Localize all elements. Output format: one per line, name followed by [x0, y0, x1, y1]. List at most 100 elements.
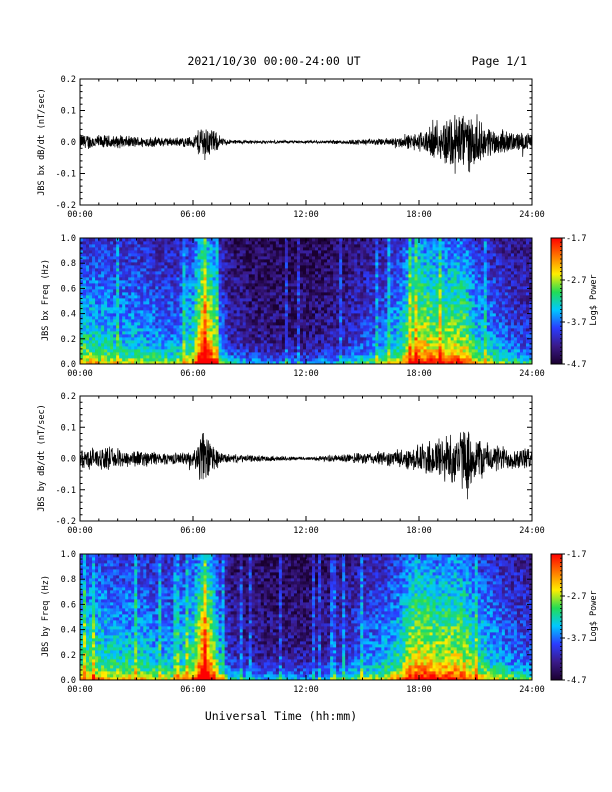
spectrogram-cell: [272, 361, 277, 365]
spectrogram-cell: [426, 349, 430, 353]
spectrogram-cell: [143, 346, 147, 350]
spectrogram-cell: [381, 253, 385, 257]
spectrogram-cell: [318, 325, 322, 329]
spectrogram-cell: [98, 283, 102, 287]
spectrogram-cell: [224, 349, 229, 353]
spectrogram-cell: [95, 280, 99, 284]
spectrogram-cell: [327, 292, 331, 296]
spectrogram-cell: [290, 337, 295, 341]
spectrogram-cell: [95, 343, 99, 347]
spectrogram-cell: [366, 265, 370, 269]
spectrogram-cell: [122, 238, 126, 242]
spectrogram-cell: [194, 271, 198, 275]
spectrogram-cell: [89, 256, 93, 260]
spectrogram-cell: [203, 343, 207, 347]
spectrogram-cell: [269, 247, 274, 251]
spectrogram-cell: [348, 280, 352, 284]
spectrogram-cell: [89, 250, 93, 254]
spectrogram-cell: [140, 283, 144, 287]
spectrogram-cell: [83, 340, 87, 344]
spectrogram-cell: [348, 262, 352, 266]
spectrogram-cell: [194, 286, 198, 290]
spectrogram-cell: [287, 259, 292, 263]
spectrogram-cell: [327, 328, 331, 332]
spectrogram-cell: [116, 334, 120, 338]
spectrogram-cell: [306, 295, 310, 299]
spectrogram-cell: [194, 298, 198, 302]
spectrogram-cell: [402, 268, 406, 272]
spectrogram-cell: [315, 292, 319, 296]
spectrogram-cell: [333, 307, 337, 311]
spectrogram-cell: [215, 262, 220, 266]
spectrogram-cell: [95, 304, 99, 308]
spectrogram-cell: [164, 358, 168, 362]
spectrogram-cell: [137, 322, 141, 326]
spectrogram-cell: [287, 244, 292, 248]
spectrogram-cell: [125, 265, 129, 269]
spectrogram-cell: [101, 283, 105, 287]
spectrogram-cell: [411, 250, 415, 254]
spectrogram-cell: [101, 319, 105, 323]
spectrogram-cell: [369, 283, 373, 287]
spectrogram-cell: [167, 256, 171, 260]
spectrogram-cell: [321, 346, 325, 350]
spectrogram-cell: [140, 349, 144, 353]
spectrogram-cell: [122, 310, 126, 314]
spectrogram-cell: [233, 298, 238, 302]
spectrogram-cell: [140, 316, 144, 320]
spectrogram-cell: [327, 241, 331, 245]
spectrogram-cell: [278, 358, 283, 362]
spectrogram-cell: [158, 253, 162, 257]
spectrogram-cell: [390, 256, 394, 260]
spectrogram-cell: [224, 331, 229, 335]
spectrogram-cell: [161, 313, 165, 317]
spectrogram-cell: [83, 286, 87, 290]
spectrogram-cell: [167, 304, 171, 308]
spectrogram-cell: [242, 310, 247, 314]
spectrogram-cell: [420, 343, 424, 347]
spectrogram-cell: [306, 289, 310, 293]
spectrogram-cell: [287, 307, 292, 311]
spectrogram-cell: [266, 358, 271, 362]
spectrogram-cell: [275, 250, 280, 254]
spectrogram-cell: [396, 253, 400, 257]
spectrogram-cell: [227, 355, 232, 359]
spectrogram-cell: [251, 286, 256, 290]
spectrogram-cell: [387, 265, 391, 269]
spectrogram-cell: [390, 334, 394, 338]
spectrogram-cell: [324, 250, 328, 254]
spectrogram-cell: [357, 352, 361, 356]
spectrogram-cell: [390, 265, 394, 269]
spectrogram-cell: [140, 358, 144, 362]
spectrogram-cell: [263, 334, 268, 338]
spectrogram-cell: [342, 295, 346, 299]
spectrogram-cell: [179, 253, 183, 257]
spectrogram-cell: [239, 292, 244, 296]
spectrogram-cell: [251, 301, 256, 305]
spectrogram-cell: [149, 265, 153, 269]
spectrogram-cell: [113, 271, 117, 275]
spectrogram-cell: [224, 262, 229, 266]
spectrogram-cell: [351, 331, 355, 335]
spectrogram-cell: [176, 271, 180, 275]
spectrogram-cell: [236, 268, 241, 272]
spectrogram-cell: [384, 250, 388, 254]
spectrogram-cell: [375, 307, 379, 311]
spectrogram-cell: [89, 331, 93, 335]
spectrogram-cell: [372, 346, 376, 350]
spectrogram-cell: [366, 298, 370, 302]
spectrogram-cell: [236, 286, 241, 290]
spectrogram-cell: [224, 247, 229, 251]
spectrogram-cell: [200, 286, 204, 290]
spectrogram-cell: [206, 325, 210, 329]
spectrogram-cell: [369, 271, 373, 275]
spectrogram-cell: [236, 283, 241, 287]
spectrogram-cell: [194, 316, 198, 320]
spectrogram-cell: [170, 319, 174, 323]
spectrogram-cell: [384, 283, 388, 287]
spectrogram-cell: [155, 358, 159, 362]
spectrogram-cell: [239, 352, 244, 356]
spectrogram-cell: [149, 286, 153, 290]
spectrogram-cell: [260, 292, 265, 296]
spectrogram-cell: [372, 277, 376, 281]
